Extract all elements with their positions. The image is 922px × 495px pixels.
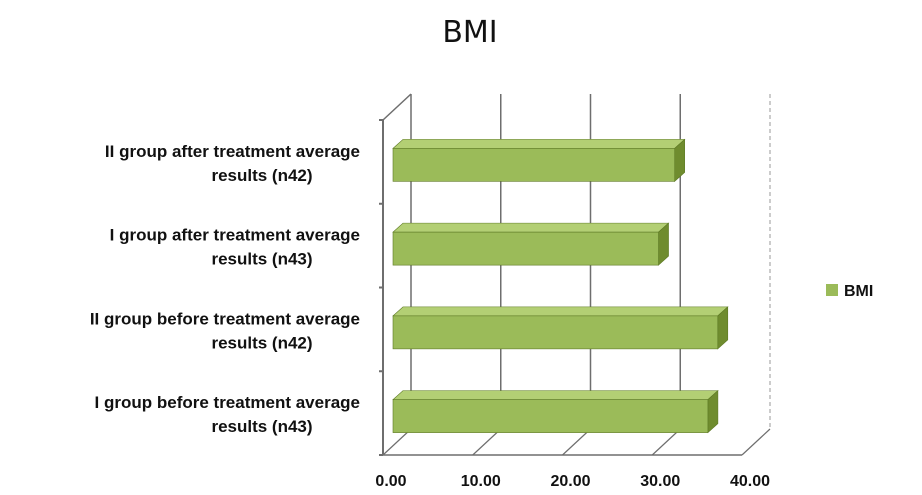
legend-swatch [826, 284, 838, 296]
floor-gridline [741, 428, 771, 456]
category-label-line: I group before treatment average [95, 393, 360, 412]
category-label: II group before treatment average results… [90, 309, 360, 352]
legend-label: BMI [844, 283, 873, 300]
x-tick-label: 40.00 [730, 473, 770, 490]
bar-front-face [392, 148, 675, 182]
bar [392, 222, 670, 266]
legend: BMI [826, 283, 873, 300]
bars [392, 138, 729, 434]
bar-top-face [392, 390, 719, 400]
x-axis-tick-labels: 0.00 10.00 20.00 30.00 40.00 [375, 473, 770, 490]
bar-top-face [392, 306, 729, 317]
category-label-line: II group after treatment average [105, 142, 360, 161]
category-labels: II group after treatment average results … [90, 142, 360, 436]
bar [392, 138, 686, 183]
category-label: II group after treatment average results … [105, 142, 360, 185]
bar-front-face [392, 399, 709, 433]
wall-edge [382, 93, 412, 121]
bar-top-face [392, 222, 670, 233]
x-tick-label: 20.00 [550, 473, 590, 490]
bar [392, 306, 729, 350]
category-label-line: results (n42) [211, 333, 312, 352]
x-tick-label: 0.00 [375, 473, 406, 490]
x-tick-label: 30.00 [640, 473, 680, 490]
floor-gridline [382, 428, 412, 456]
category-label-line: results (n43) [211, 417, 312, 436]
x-tick-label: 10.00 [461, 473, 501, 490]
category-label: I group after treatment average results (… [110, 226, 360, 269]
bar-front-face [392, 231, 659, 266]
chart-title: BMI [442, 15, 497, 50]
category-label-line: results (n42) [211, 166, 312, 185]
floor-gridline [562, 428, 591, 456]
category-label-line: II group before treatment average [90, 309, 360, 328]
bar-top-face [392, 139, 686, 149]
bar-front-face [392, 315, 719, 350]
category-label-line: results (n43) [211, 250, 312, 269]
category-label-line: I group after treatment average [110, 226, 360, 245]
floor-gridline [472, 428, 502, 456]
floor-gridline [651, 428, 681, 456]
category-label: I group before treatment average results … [95, 393, 360, 436]
bar [392, 389, 719, 434]
